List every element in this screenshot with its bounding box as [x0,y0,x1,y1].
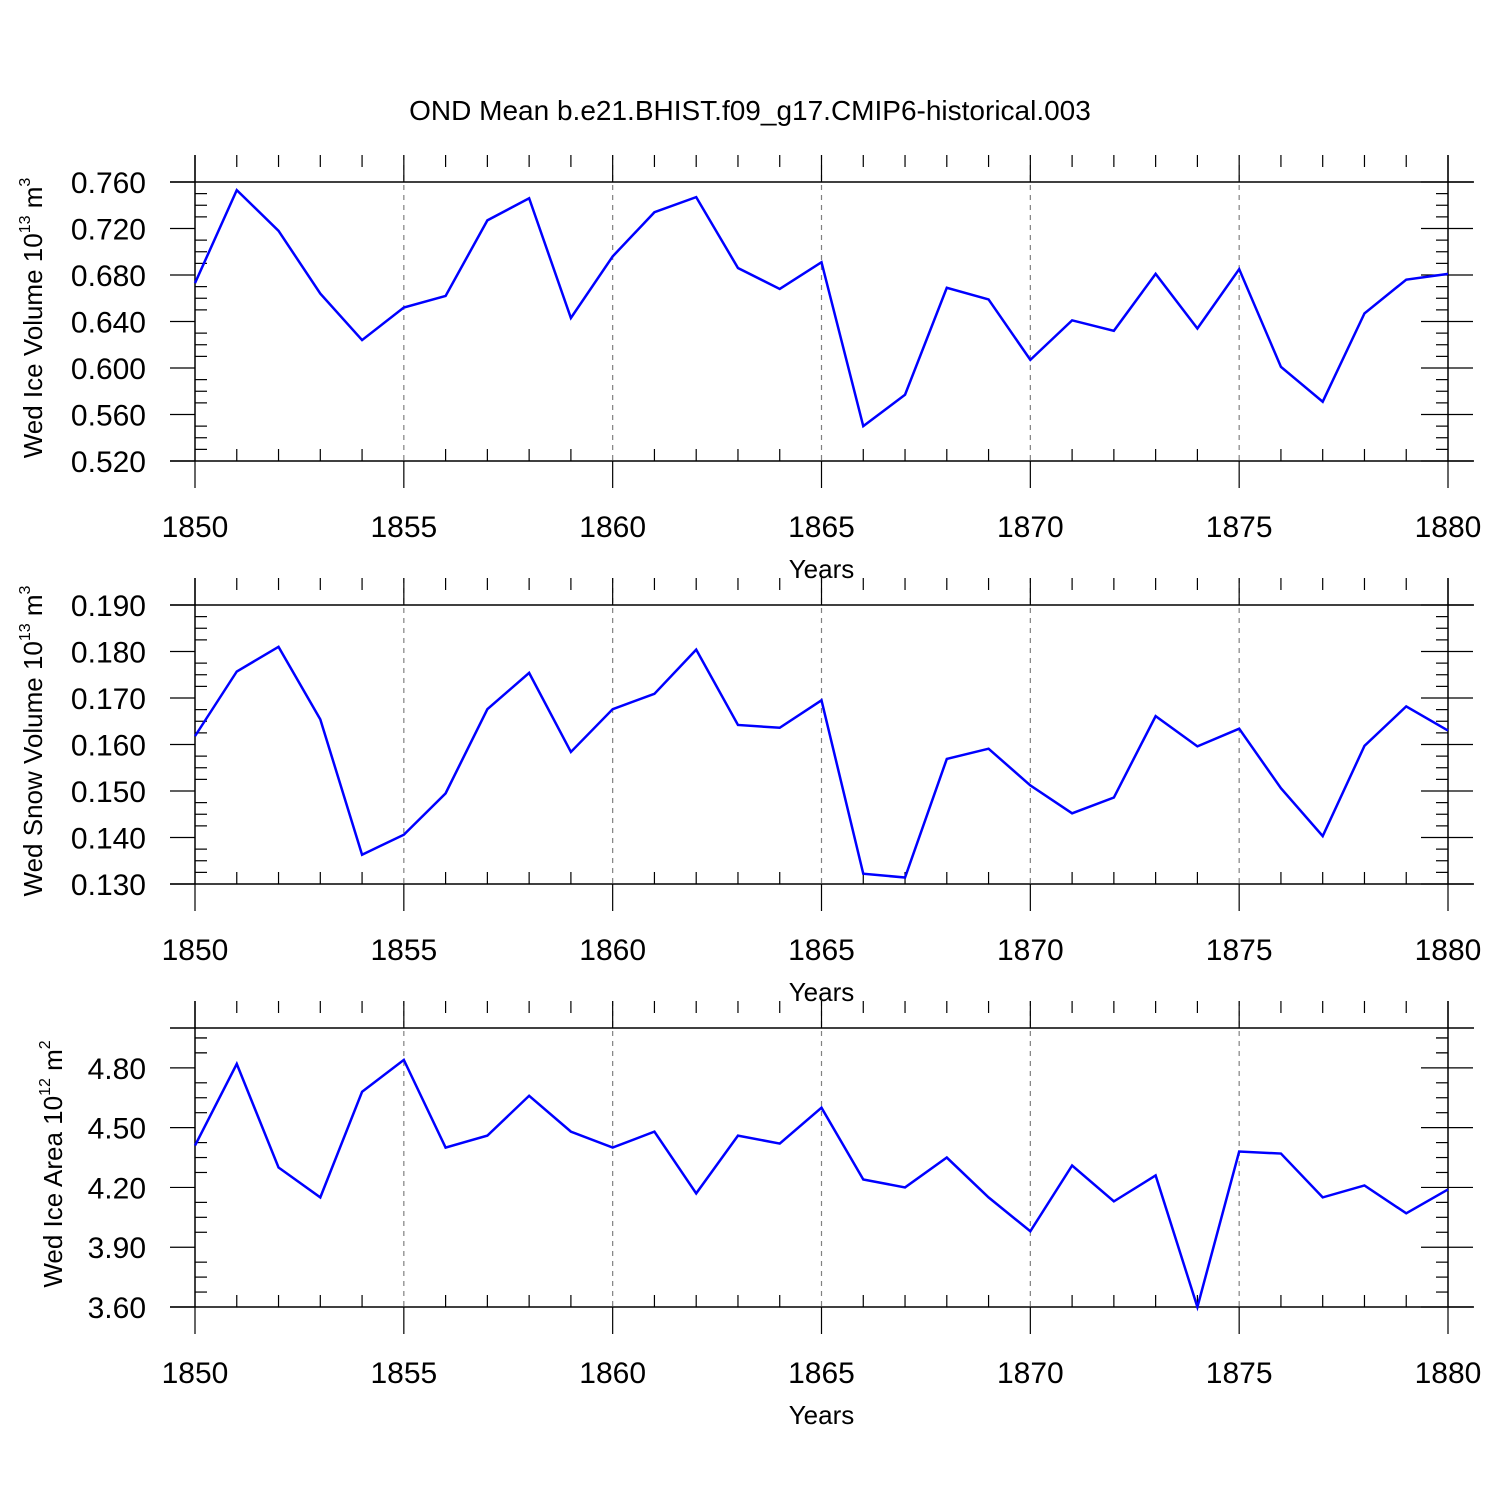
y-tick-label-3-4.20: 4.20 [88,1172,146,1205]
y-tick-label-2-0.180: 0.180 [71,637,146,670]
y-tick-label-1-0.600: 0.600 [71,353,146,386]
y-tick-label-1-0.560: 0.560 [71,400,146,433]
x-tick-label-1-1860: 1860 [579,511,646,544]
x-tick-label-1-1870: 1870 [997,511,1064,544]
x-tick-label-2-1870: 1870 [997,934,1064,967]
y-tick-label-1-0.520: 0.520 [71,446,146,479]
x-tick-label-2-1865: 1865 [788,934,855,967]
x-tick-label-1-1880: 1880 [1415,511,1482,544]
x-tick-label-1-1875: 1875 [1206,511,1273,544]
x-axis-label-3: Years [789,1400,855,1430]
x-tick-label-3-1870: 1870 [997,1357,1064,1390]
x-tick-label-1-1855: 1855 [370,511,437,544]
y-tick-label-2-0.160: 0.160 [71,730,146,763]
y-tick-label-1-0.680: 0.680 [71,260,146,293]
x-tick-label-3-1875: 1875 [1206,1357,1273,1390]
x-tick-label-3-1860: 1860 [579,1357,646,1390]
x-tick-label-2-1855: 1855 [370,934,437,967]
y-tick-label-1-0.640: 0.640 [71,307,146,340]
x-tick-label-2-1860: 1860 [579,934,646,967]
y-tick-label-1-0.720: 0.720 [71,214,146,247]
y-axis-label-1: Wed Ice Volume 1013 m3 [17,178,48,459]
y-axis-label-3: Wed Ice Area 1012 m2 [37,1040,68,1287]
x-tick-label-3-1855: 1855 [370,1357,437,1390]
x-tick-label-2-1875: 1875 [1206,934,1273,967]
y-tick-label-2-0.190: 0.190 [71,590,146,623]
x-tick-label-3-1865: 1865 [788,1357,855,1390]
chart-title: OND Mean b.e21.BHIST.f09_g17.CMIP6-histo… [409,95,1091,126]
y-tick-label-3-3.90: 3.90 [88,1232,146,1265]
x-tick-label-1-1865: 1865 [788,511,855,544]
y-tick-label-1-0.760: 0.760 [71,167,146,200]
y-tick-label-2-0.170: 0.170 [71,683,146,716]
y-tick-label-2-0.150: 0.150 [71,776,146,809]
y-tick-label-3-4.50: 4.50 [88,1113,146,1146]
y-tick-label-2-0.140: 0.140 [71,823,146,856]
y-tick-label-3-3.60: 3.60 [88,1292,146,1325]
y-tick-label-3-4.80: 4.80 [88,1053,146,1086]
y-tick-label-2-0.130: 0.130 [71,869,146,902]
x-tick-label-3-1850: 1850 [162,1357,229,1390]
x-tick-label-3-1880: 1880 [1415,1357,1482,1390]
x-tick-label-1-1850: 1850 [162,511,229,544]
x-tick-label-2-1880: 1880 [1415,934,1482,967]
y-axis-label-2: Wed Snow Volume 1013 m3 [17,585,48,896]
x-tick-label-2-1850: 1850 [162,934,229,967]
